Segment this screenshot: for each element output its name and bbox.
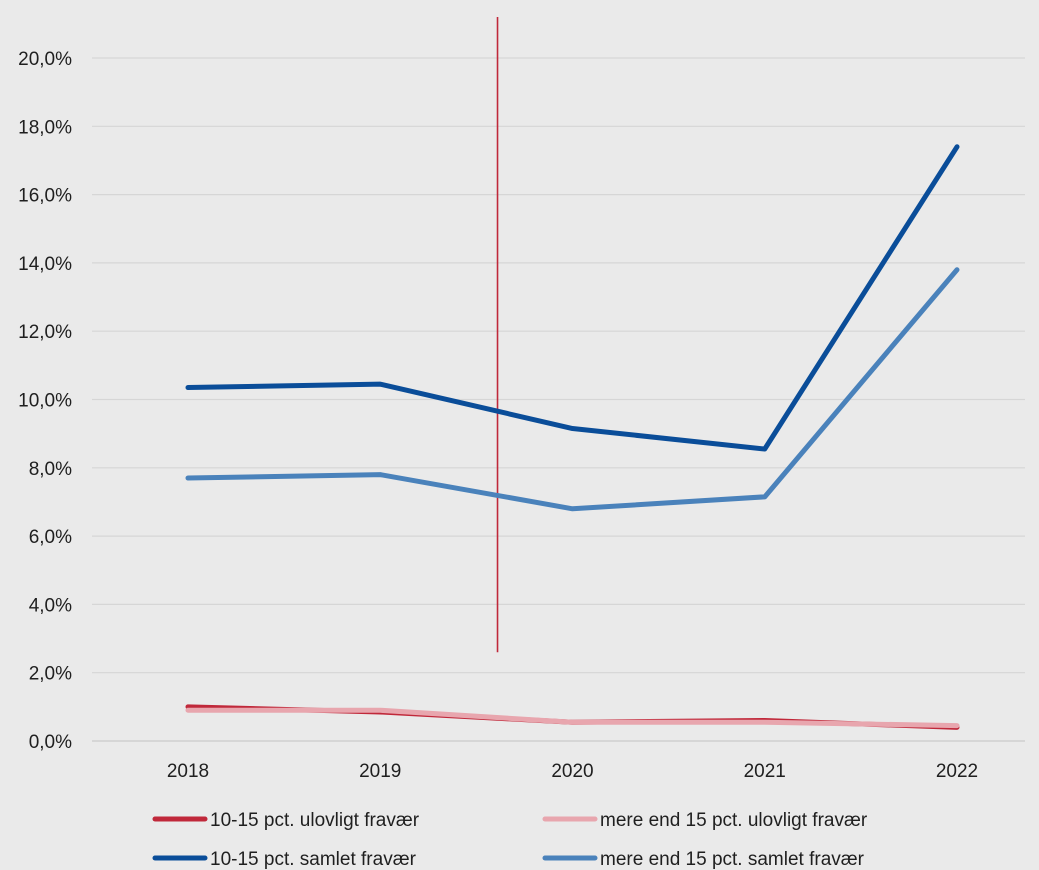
legend-label: mere end 15 pct. samlet fravær (600, 849, 865, 870)
series-line (185, 267, 960, 512)
y-tick-label: 0,0% (29, 732, 72, 753)
y-tick-label: 14,0% (18, 254, 72, 275)
legend-label: mere end 15 pct. ulovligt fravær (600, 810, 868, 831)
y-tick-label: 2,0% (29, 664, 72, 685)
series-lines (185, 144, 960, 730)
x-tick-label: 2021 (744, 761, 786, 782)
y-tick-label: 10,0% (18, 391, 72, 412)
legend: 10-15 pct. ulovligt fravær mere end 15 pc… (152, 810, 868, 870)
series-line (185, 707, 960, 729)
y-tick-label: 8,0% (29, 459, 72, 480)
x-axis-ticks: 2018 2019 2020 2021 2022 (167, 761, 978, 782)
legend-label: 10-15 pct. ulovligt fravær (210, 810, 420, 831)
y-tick-label: 18,0% (18, 117, 72, 138)
series-line (185, 144, 960, 452)
x-tick-label: 2019 (359, 761, 401, 782)
x-tick-label: 2022 (936, 761, 978, 782)
legend-label: 10-15 pct. samlet fravær (210, 849, 417, 870)
y-tick-label: 16,0% (18, 186, 72, 207)
y-tick-label: 12,0% (18, 322, 72, 343)
x-tick-label: 2020 (551, 761, 593, 782)
x-tick-label: 2018 (167, 761, 209, 782)
gridlines (92, 57, 1025, 742)
y-tick-label: 6,0% (29, 527, 72, 548)
y-tick-label: 4,0% (29, 595, 72, 616)
y-tick-label: 20,0% (18, 49, 72, 70)
y-axis-ticks: 0,0% 2,0% 4,0% 6,0% 8,0% 10,0% 12,0% 14,0% 16,0%… (18, 49, 72, 753)
